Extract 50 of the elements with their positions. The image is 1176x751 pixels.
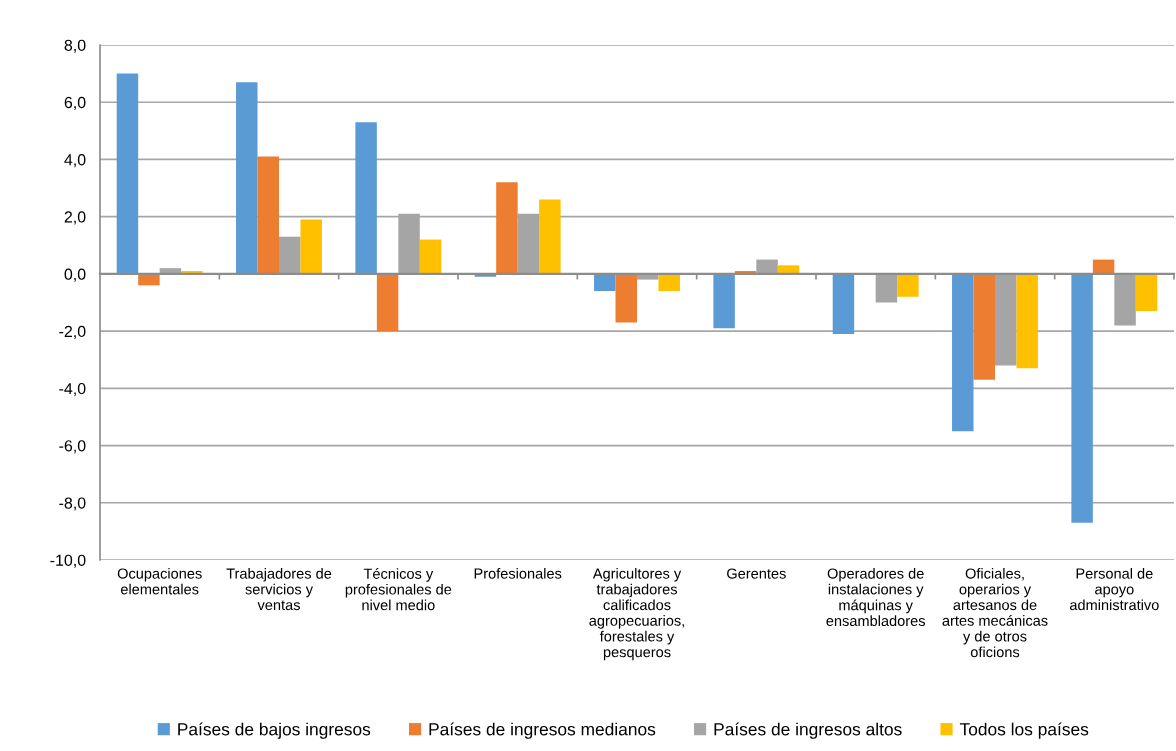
y-tick-label: 2,0 xyxy=(64,211,86,225)
bar xyxy=(897,273,919,297)
y-tick-label: -10,0 xyxy=(50,554,86,568)
x-tick-label: Gerentes xyxy=(727,568,786,579)
bar xyxy=(539,199,561,274)
bar xyxy=(615,273,637,323)
bar xyxy=(1016,273,1038,369)
legend-label: Países de ingresos altos xyxy=(714,722,902,739)
bar xyxy=(756,259,778,274)
bar xyxy=(496,182,518,274)
x-tick-label: Trabajadores de servicios y ventas xyxy=(226,568,332,611)
y-tick-label: 4,0 xyxy=(64,154,86,168)
y-tick-label: -8,0 xyxy=(59,497,86,511)
bar xyxy=(594,273,616,292)
y-tick-label: 0,0 xyxy=(64,268,86,282)
bar xyxy=(995,273,1017,366)
bar xyxy=(236,82,258,274)
bar xyxy=(875,273,898,303)
y-tick-label: 8,0 xyxy=(64,39,86,53)
bar xyxy=(300,219,322,274)
bar xyxy=(952,273,974,432)
bar xyxy=(832,273,855,334)
legend-label: Países de bajos ingresos xyxy=(178,722,371,739)
bar xyxy=(355,122,377,274)
y-tick-label: -6,0 xyxy=(59,440,86,454)
x-tick-label: Agricultores y trabajadores calificados agropecuarios, forestales y pesqueros xyxy=(589,568,684,661)
bar xyxy=(777,265,800,274)
x-tick-label: Profesionales xyxy=(474,568,562,579)
bar xyxy=(279,236,301,274)
x-tick-label: Operadores de instalaciones y máquinas y ensambladores xyxy=(826,568,925,627)
bar xyxy=(419,239,442,274)
bar xyxy=(517,213,540,274)
bar xyxy=(257,156,279,274)
bar xyxy=(116,73,139,274)
y-tick-label: -2,0 xyxy=(59,325,86,339)
y-tick-label: -4,0 xyxy=(59,382,86,397)
legend-label: Todos los países xyxy=(959,722,1089,739)
y-tick-label: 6,0 xyxy=(64,96,86,111)
bar xyxy=(376,273,399,332)
x-tick-label: Oficiales, operarios y artesanos de artes mecánicas y de otros oficions xyxy=(942,568,1048,658)
bar xyxy=(1135,273,1158,312)
x-tick-label: Técnicos y profesionales de nivel medio xyxy=(345,568,452,611)
x-tick-label: Ocupaciones elementales xyxy=(117,568,202,595)
bar xyxy=(658,273,680,292)
legend-label: Países de ingresos medianos xyxy=(429,722,656,739)
bar xyxy=(713,273,735,329)
bar xyxy=(1114,273,1136,326)
bar xyxy=(1071,273,1093,523)
bar xyxy=(973,273,995,380)
x-tick-label: Personal de apoyo administrativo xyxy=(1069,568,1159,611)
